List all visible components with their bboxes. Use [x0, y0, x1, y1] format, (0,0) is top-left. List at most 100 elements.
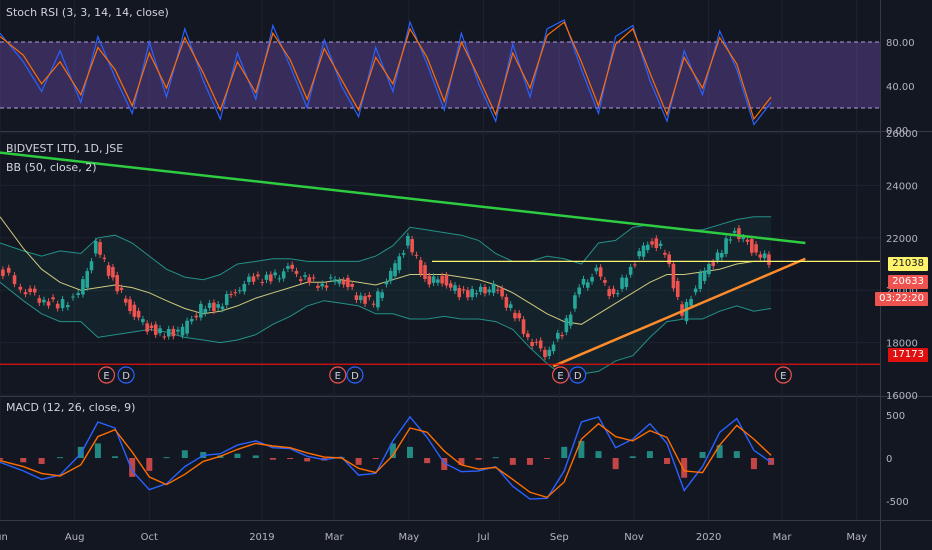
macd-histogram-bar: [681, 458, 688, 478]
stoch-rsi-title[interactable]: Stoch RSI (3, 3, 14, 14, close): [6, 6, 169, 19]
candle-body: [538, 340, 543, 349]
candle-body: [384, 281, 389, 285]
macd-histogram-bar: [475, 458, 482, 460]
candle-body: [543, 349, 547, 358]
price-y-tick-label: 26000: [886, 129, 918, 140]
candle-body: [707, 264, 711, 275]
macd-histogram-bar: [699, 452, 706, 458]
candle-body: [457, 287, 462, 298]
candle-body: [303, 275, 307, 277]
candle-body: [637, 251, 641, 257]
support-trendline: [552, 257, 806, 368]
macd-histogram-bar: [112, 456, 119, 458]
macd-y-tick-label: -500: [886, 497, 909, 508]
candle-body: [51, 297, 55, 300]
macd-histogram-bar: [372, 458, 379, 459]
support-level-badge: 17173: [888, 348, 928, 362]
candle-body: [111, 266, 115, 278]
candle-body: [758, 254, 763, 258]
macd-histogram-bar: [252, 455, 259, 458]
candle-body: [12, 275, 17, 285]
macd-histogram-bar: [355, 458, 362, 465]
candle-body: [585, 282, 590, 288]
macd-signal-line: [0, 422, 772, 499]
candle-body: [715, 252, 720, 261]
candle-body: [166, 328, 171, 337]
candle-body: [346, 277, 350, 288]
macd-histogram-bar: [629, 456, 636, 458]
macd-histogram-bar: [509, 458, 516, 465]
macd-histogram-bar: [526, 458, 533, 465]
candle-body: [102, 257, 107, 259]
macd-histogram-bar: [578, 440, 585, 458]
symbol-title[interactable]: BIDVEST LTD, 1D, JSE: [6, 142, 124, 155]
candle-body: [641, 245, 646, 257]
x-tick-label: 2020: [696, 532, 721, 543]
candle-body: [478, 286, 483, 292]
dividend-marker: [569, 366, 587, 384]
candle-body: [290, 264, 295, 269]
macd-histogram-bar: [94, 443, 101, 458]
candle-body: [354, 295, 359, 300]
candle-body: [470, 289, 474, 298]
candle-body: [123, 298, 128, 303]
axes: Jun Aug Oct 2019 Mar May Jul Sep Nov 2020 Mar May 0.…: [0, 38, 918, 543]
price-pane: [0, 151, 880, 378]
candle-body: [224, 294, 229, 305]
candle-body: [185, 320, 189, 334]
candle-body: [500, 288, 504, 297]
event-marker-letter: E: [557, 371, 563, 382]
candle-body: [711, 262, 716, 267]
candle-body: [229, 294, 233, 296]
candle-body: [89, 261, 94, 271]
candle-body: [23, 292, 28, 295]
candle-body: [418, 260, 423, 274]
candle-body: [242, 283, 247, 292]
macd-histogram-bar: [146, 458, 153, 471]
macd-y-tick-label: 0: [886, 454, 892, 465]
candle-body: [81, 279, 85, 295]
candle-body: [693, 288, 698, 293]
candle-body: [461, 289, 466, 291]
candle-body: [444, 275, 449, 286]
candle-body: [650, 241, 654, 245]
bar-countdown-badge: 03:22:20: [875, 292, 928, 306]
macd-histogram-bar: [407, 446, 414, 458]
candle-body: [607, 289, 612, 297]
candle-body: [663, 252, 667, 255]
x-tick-label: Jun: [0, 532, 8, 543]
candle-body: [551, 344, 556, 352]
candle-body: [71, 296, 75, 298]
candle-body: [76, 293, 80, 295]
candle-body: [611, 288, 616, 295]
candle-body: [233, 292, 238, 294]
dividend-marker: [346, 366, 364, 384]
macd-histogram-bar: [181, 450, 188, 458]
macd-macd-line: [0, 415, 772, 500]
candle-body: [194, 315, 199, 318]
candle-body: [85, 271, 90, 288]
candle-body: [594, 267, 599, 272]
bollinger-title[interactable]: BB (50, close, 2): [6, 161, 97, 174]
candle-body: [581, 278, 586, 285]
x-tick-label: Nov: [624, 532, 644, 543]
candle-body: [573, 295, 577, 309]
candle-body: [483, 287, 487, 294]
candle-body: [212, 302, 216, 312]
x-tick-label: May: [846, 532, 867, 543]
bollinger-fill: [0, 216, 772, 377]
macd-title[interactable]: MACD (12, 26, close, 9): [6, 401, 136, 414]
candle-body: [42, 299, 46, 303]
candle-body: [28, 288, 32, 293]
candle-body: [251, 276, 256, 282]
candle-body: [328, 277, 333, 279]
candle-body: [286, 266, 290, 269]
candle-body: [363, 296, 367, 304]
candle-body: [737, 228, 741, 240]
macd-histogram-bar: [163, 457, 170, 459]
candle-body: [307, 277, 312, 283]
candle-body: [702, 270, 707, 281]
macd-histogram-bar: [492, 457, 499, 459]
macd-histogram-bar: [664, 458, 671, 464]
resistance-trendline: [0, 151, 806, 245]
